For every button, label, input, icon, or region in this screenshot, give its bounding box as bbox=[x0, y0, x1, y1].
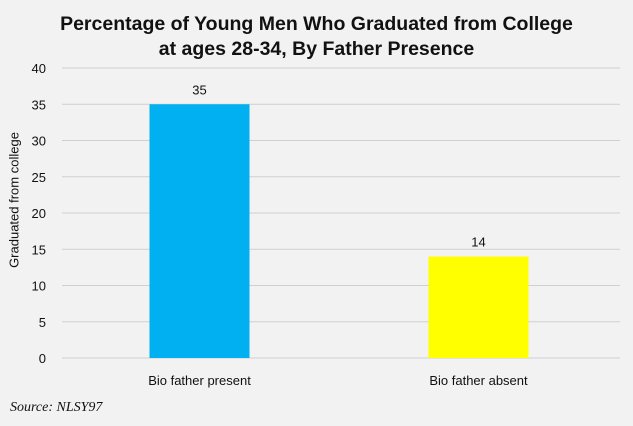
bar-2 bbox=[428, 256, 529, 358]
data-label-1: 35 bbox=[192, 82, 206, 97]
chart-title: Percentage of Young Men Who Graduated fr… bbox=[0, 12, 633, 62]
y-tick-label: 5 bbox=[39, 315, 46, 330]
x-tick-label-1: Bio father present bbox=[148, 373, 251, 388]
y-tick-label: 15 bbox=[32, 242, 46, 257]
y-tick-label: 0 bbox=[39, 351, 46, 366]
x-tick-labels: Bio father present Bio father absent bbox=[148, 373, 528, 388]
y-tick-labels: 0 5 10 15 20 25 30 35 40 bbox=[32, 61, 46, 366]
chart-title-line-1: Percentage of Young Men Who Graduated fr… bbox=[60, 13, 573, 35]
bar-1 bbox=[149, 104, 250, 358]
y-tick-label: 20 bbox=[32, 206, 46, 221]
y-tick-label: 25 bbox=[32, 170, 46, 185]
source-note: Source: NLSY97 bbox=[10, 400, 103, 415]
chart-title-line-2: at ages 28-34, By Father Presence bbox=[158, 38, 475, 60]
gridlines bbox=[62, 67, 620, 359]
y-tick-label: 30 bbox=[32, 134, 46, 149]
y-tick-label: 40 bbox=[32, 61, 46, 76]
x-tick-label-2: Bio father absent bbox=[429, 373, 528, 388]
data-labels: 35 14 bbox=[192, 82, 485, 249]
data-label-2: 14 bbox=[471, 235, 485, 250]
bars bbox=[149, 104, 529, 358]
y-tick-label: 35 bbox=[32, 97, 46, 112]
y-tick-label: 10 bbox=[32, 279, 46, 294]
